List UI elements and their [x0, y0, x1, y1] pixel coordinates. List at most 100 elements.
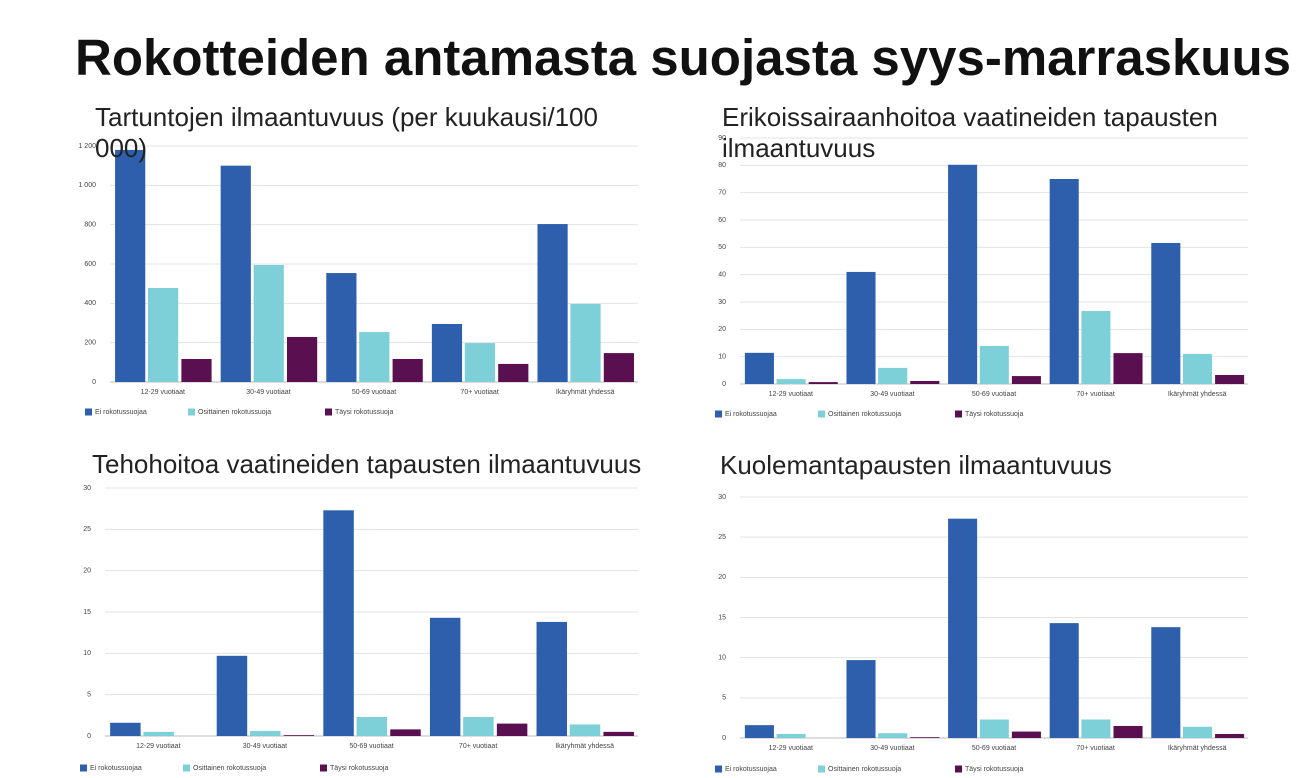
legend-label: Täysi rokotussuoja [965, 411, 1023, 418]
y-tick-label: 0 [92, 379, 96, 386]
y-tick-label: 30 [83, 485, 91, 492]
y-tick-label: 20 [83, 568, 91, 575]
x-tick-label: 50-69 vuotiaat [352, 389, 396, 396]
bar [776, 733, 806, 738]
y-tick-label: 600 [84, 261, 96, 268]
y-tick-label: 30 [718, 299, 726, 306]
bar [464, 343, 496, 382]
x-tick-label: 12-29 vuotiaat [136, 743, 180, 750]
y-tick-label: 25 [718, 534, 726, 541]
legend-swatch [80, 764, 87, 772]
bar [286, 336, 318, 382]
bar [216, 655, 248, 736]
y-tick-label: 70 [718, 190, 726, 197]
bar [878, 367, 908, 384]
bar [1151, 627, 1181, 738]
bar [1113, 353, 1143, 384]
legend-label: Osittainen rokotussuoja [193, 765, 266, 772]
legend-swatch [818, 765, 825, 773]
legend-swatch [715, 765, 722, 773]
chart-title: Tartuntojen ilmaantuvuus (per kuukausi/1… [95, 102, 598, 163]
slide-title: Rokotteiden antamasta suojasta syys-marr… [75, 29, 1291, 86]
bar [846, 660, 876, 738]
y-tick-label: 25 [83, 526, 91, 533]
bar [496, 723, 528, 736]
chart-title: Tehohoitoa vaatineiden tapausten ilmaant… [92, 449, 642, 479]
y-tick-label: 5 [722, 695, 726, 702]
legend-swatch [325, 408, 332, 416]
y-tick-label: 15 [83, 609, 91, 616]
y-tick-label: 15 [718, 614, 726, 621]
legend-label: Täysi rokotussuoja [330, 765, 388, 772]
legend-label: Osittainen rokotussuoja [828, 411, 901, 418]
bar [431, 323, 463, 382]
bar [359, 332, 390, 382]
y-tick-label: 200 [84, 340, 96, 347]
y-tick-label: 10 [83, 650, 91, 657]
y-tick-label: 20 [718, 326, 726, 333]
bar [253, 264, 284, 382]
legend-swatch [320, 764, 327, 772]
x-tick-label: 50-69 vuotiaat [972, 391, 1016, 398]
bar [1182, 726, 1213, 738]
bar [948, 164, 978, 384]
bar [537, 224, 568, 382]
legend-swatch [955, 410, 962, 418]
legend-label: Ei rokotussuojaa [90, 765, 142, 772]
bar [570, 303, 601, 382]
legend-label: Osittainen rokotussuoja [198, 409, 271, 416]
legend-swatch [715, 410, 722, 418]
bar [463, 716, 494, 736]
y-tick-label: 10 [718, 655, 726, 662]
bar [356, 716, 388, 736]
y-tick-label: 40 [718, 272, 726, 279]
y-tick-label: 20 [718, 574, 726, 581]
chart-title: Kuolemantapausten ilmaantuvuus [720, 450, 1112, 480]
y-tick-label: 90 [718, 135, 726, 142]
bar [220, 165, 251, 382]
x-tick-label: 12-29 vuotiaat [769, 745, 813, 752]
bar [181, 358, 212, 382]
bar [115, 149, 146, 382]
legend-swatch [955, 765, 962, 773]
bar [143, 731, 174, 736]
bar [1215, 733, 1245, 738]
bar [536, 621, 568, 736]
legend-swatch [85, 408, 92, 416]
bar [603, 731, 634, 736]
bar [1049, 179, 1079, 384]
bar [1081, 311, 1111, 384]
bar [323, 510, 354, 736]
x-tick-label: 70+ vuotiaat [1076, 745, 1114, 752]
legend-label: Täysi rokotussuoja [335, 409, 393, 416]
bar [283, 735, 315, 736]
x-tick-label: 30-49 vuotiaat [870, 745, 914, 752]
x-tick-label: Ikäryhmät yhdessä [1168, 745, 1227, 752]
legend-label: Ei rokotussuojaa [95, 409, 147, 416]
y-tick-label: 30 [718, 494, 726, 501]
x-tick-label: 30-49 vuotiaat [243, 743, 287, 750]
legend-label: Täysi rokotussuoja [965, 766, 1023, 773]
bar [1215, 374, 1245, 384]
x-tick-label: 70+ vuotiaat [460, 389, 498, 396]
x-tick-label: 30-49 vuotiaat [246, 389, 290, 396]
bar [1011, 731, 1041, 738]
y-tick-label: 0 [87, 733, 91, 740]
bar [776, 379, 806, 384]
x-tick-label: 30-49 vuotiaat [870, 391, 914, 398]
bar [1081, 719, 1111, 738]
bar [110, 722, 141, 736]
x-tick-label: Ikäryhmät yhdessä [1168, 391, 1227, 398]
y-tick-label: 0 [722, 735, 726, 742]
bar [979, 346, 1009, 384]
x-tick-label: 50-69 vuotiaat [972, 745, 1016, 752]
bar [948, 518, 978, 738]
bar [498, 363, 529, 382]
legend-label: Osittainen rokotussuoja [828, 766, 901, 773]
bar [878, 733, 908, 738]
bar [249, 731, 281, 736]
bar [603, 353, 634, 382]
bar [808, 382, 838, 384]
